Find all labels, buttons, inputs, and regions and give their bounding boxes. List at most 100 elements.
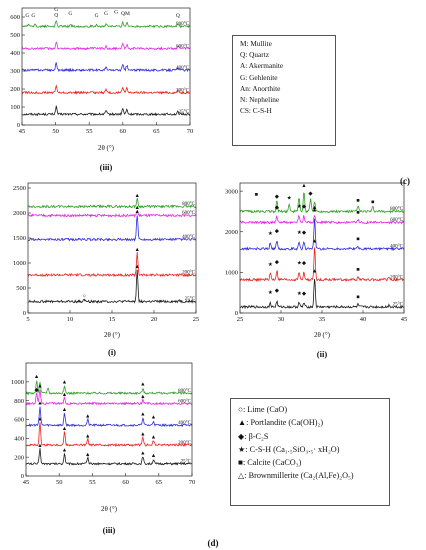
series-line — [25, 389, 193, 406]
peak-annotation: G — [104, 11, 108, 17]
series-label: 600°C — [390, 218, 403, 223]
legend-d-text: β-C₂S — [248, 431, 269, 441]
peak-annotation: ▲ — [134, 193, 139, 199]
peak-annotation: G — [25, 13, 29, 19]
peak-annotation: ★◆ — [297, 229, 307, 236]
y-tick-label: 1000 — [11, 379, 24, 386]
y-tick-label: 500 — [16, 285, 26, 292]
peak-annotation: ▲ — [134, 209, 139, 215]
peak-annotation: ★◆ — [297, 260, 307, 267]
series-line — [239, 279, 405, 310]
series-label: 400°C — [182, 235, 195, 240]
series-label: 800°C — [390, 207, 403, 212]
peak-annotation: ▲ — [37, 383, 42, 389]
y-tick-label: 400 — [10, 50, 20, 57]
chart-c-iii: 25°C 200°C 400°C 600°C 800°C 45 50 55 60 65 70 0 100… — [10, 7, 193, 172]
peak-annotation: ★◆ — [297, 203, 307, 210]
peak-annotation: ▲ — [140, 412, 145, 418]
peak-annotation: ▲ — [34, 374, 39, 380]
peak-annotation: ◆ — [35, 387, 40, 393]
legend-d-item: ★: C-S-H (Ca₁.₅SiO₃.₅· xH₂O) — [238, 445, 383, 455]
series-line — [25, 380, 193, 396]
y-tick-label: 100 — [10, 104, 20, 111]
plot-frame — [239, 182, 405, 314]
series-line — [25, 406, 193, 428]
legend-d-text: Lime (CaO) — [247, 405, 288, 414]
y-tick-label: 0 — [21, 473, 24, 480]
peak-annotation: ▲ — [62, 448, 67, 454]
y-tick-label: 2000 — [13, 210, 26, 217]
x-tick-label: 65 — [156, 479, 163, 486]
x-axis-label: 2θ (°) — [98, 144, 115, 152]
peak-annotation: ★ — [268, 261, 273, 268]
series-line — [239, 214, 405, 225]
chart-d-i: 25°C 200°C 400°C 600°C 800°C 5 10 15 20 25 0 500 100… — [13, 182, 200, 357]
x-tick-label: 60 — [122, 479, 129, 486]
peak-annotation: ■ — [255, 192, 258, 198]
peak-annotation: ★ — [268, 289, 273, 296]
series-line — [27, 215, 197, 242]
peak-annotation: ▲ — [312, 207, 317, 213]
y-tick-label: 2000 — [225, 229, 238, 236]
legend-d-text: Portlandite (Ca(OH)₂) — [250, 418, 324, 428]
legend-d-symbol: ▲: — [238, 418, 251, 428]
series-line — [239, 218, 405, 252]
legend-d-symbol: ★: — [238, 444, 250, 454]
legend-d: ○: Lime (CaO) ▲: Portlandite (Ca(OH)₂) ◆: … — [230, 398, 390, 506]
legend-d-item: ■: Calcite (CaCO₃) — [238, 458, 383, 468]
legend-c: M: Mullite Q: Quartz A: Akermanite G: Gehle… — [232, 35, 336, 146]
series-line — [25, 422, 193, 448]
legend-d-item: ◆: β-C₂S — [238, 432, 383, 442]
x-tick-label: 45 — [401, 316, 408, 323]
x-tick-label: 30 — [278, 316, 285, 323]
x-tick-label: 35 — [319, 316, 326, 323]
series-label: 400°C — [390, 245, 403, 250]
peak-annotation: ▲ — [140, 432, 145, 438]
peak-annotation: ▲ — [312, 205, 317, 211]
peak-annotation: ▲ — [312, 268, 317, 274]
panel-letter-d: (d) — [208, 538, 219, 548]
y-tick-label: 300 — [10, 68, 20, 75]
legend-d-symbol: ■: — [238, 458, 248, 468]
legend-d-text: Calcite (CaCO₃) — [247, 458, 302, 468]
series-label: 25°C — [185, 297, 196, 302]
panel-letter-c: (c) — [400, 176, 410, 186]
peak-annotation: ◆ — [275, 259, 280, 265]
series-label: 200°C — [178, 441, 191, 446]
y-tick-label: 400 — [14, 436, 24, 443]
x-tick-label: 50 — [56, 479, 63, 486]
peak-annotation: ▲ — [312, 238, 317, 244]
series-line — [21, 62, 191, 73]
peak-annotation: ■ — [356, 210, 359, 216]
x-tick-label: 25 — [193, 316, 200, 323]
legend-c-item: CS: C-S-H — [240, 106, 272, 116]
peak-annotation: ◆ — [308, 191, 313, 197]
peak-annotation: Q — [54, 13, 58, 19]
legend-c-item: An: Anorthite — [240, 83, 281, 93]
y-tick-label: 1000 — [13, 260, 26, 267]
peak-annotation: ▲ — [151, 415, 156, 421]
series-label: 200°C — [176, 88, 189, 93]
x-tick-label: 60 — [120, 128, 127, 135]
peak-annotation: ○ — [83, 294, 86, 300]
series-label: 800°C — [182, 202, 195, 207]
series-line — [239, 192, 405, 214]
peak-annotation: ▲ — [140, 450, 145, 456]
peak-annotation: ▲ — [134, 247, 139, 253]
peak-annotation: ■ — [371, 199, 374, 205]
y-tick-label: 500 — [10, 32, 20, 39]
chart-d-iii: 25°C 200°C 400°C 600°C 800°C 45 50 55 60 65 70 0 200… — [11, 362, 195, 535]
x-tick-label: 65 — [153, 128, 160, 135]
peak-annotation: Q — [176, 13, 180, 19]
peak-annotation: ◆ — [275, 194, 280, 200]
legend-d-symbol: ○: — [238, 405, 248, 414]
legend-d-item: ○: Lime (CaO) — [238, 405, 383, 415]
series-line — [27, 269, 197, 304]
peak-annotation: ▲ — [85, 414, 90, 420]
series-label: 800°C — [176, 22, 189, 27]
legend-c-item: Q: Quartz — [240, 50, 269, 60]
series-line — [25, 448, 193, 466]
series-label: 25°C — [393, 303, 404, 308]
x-tick-label: 5 — [26, 316, 29, 323]
y-tick-label: 800 — [14, 398, 24, 405]
